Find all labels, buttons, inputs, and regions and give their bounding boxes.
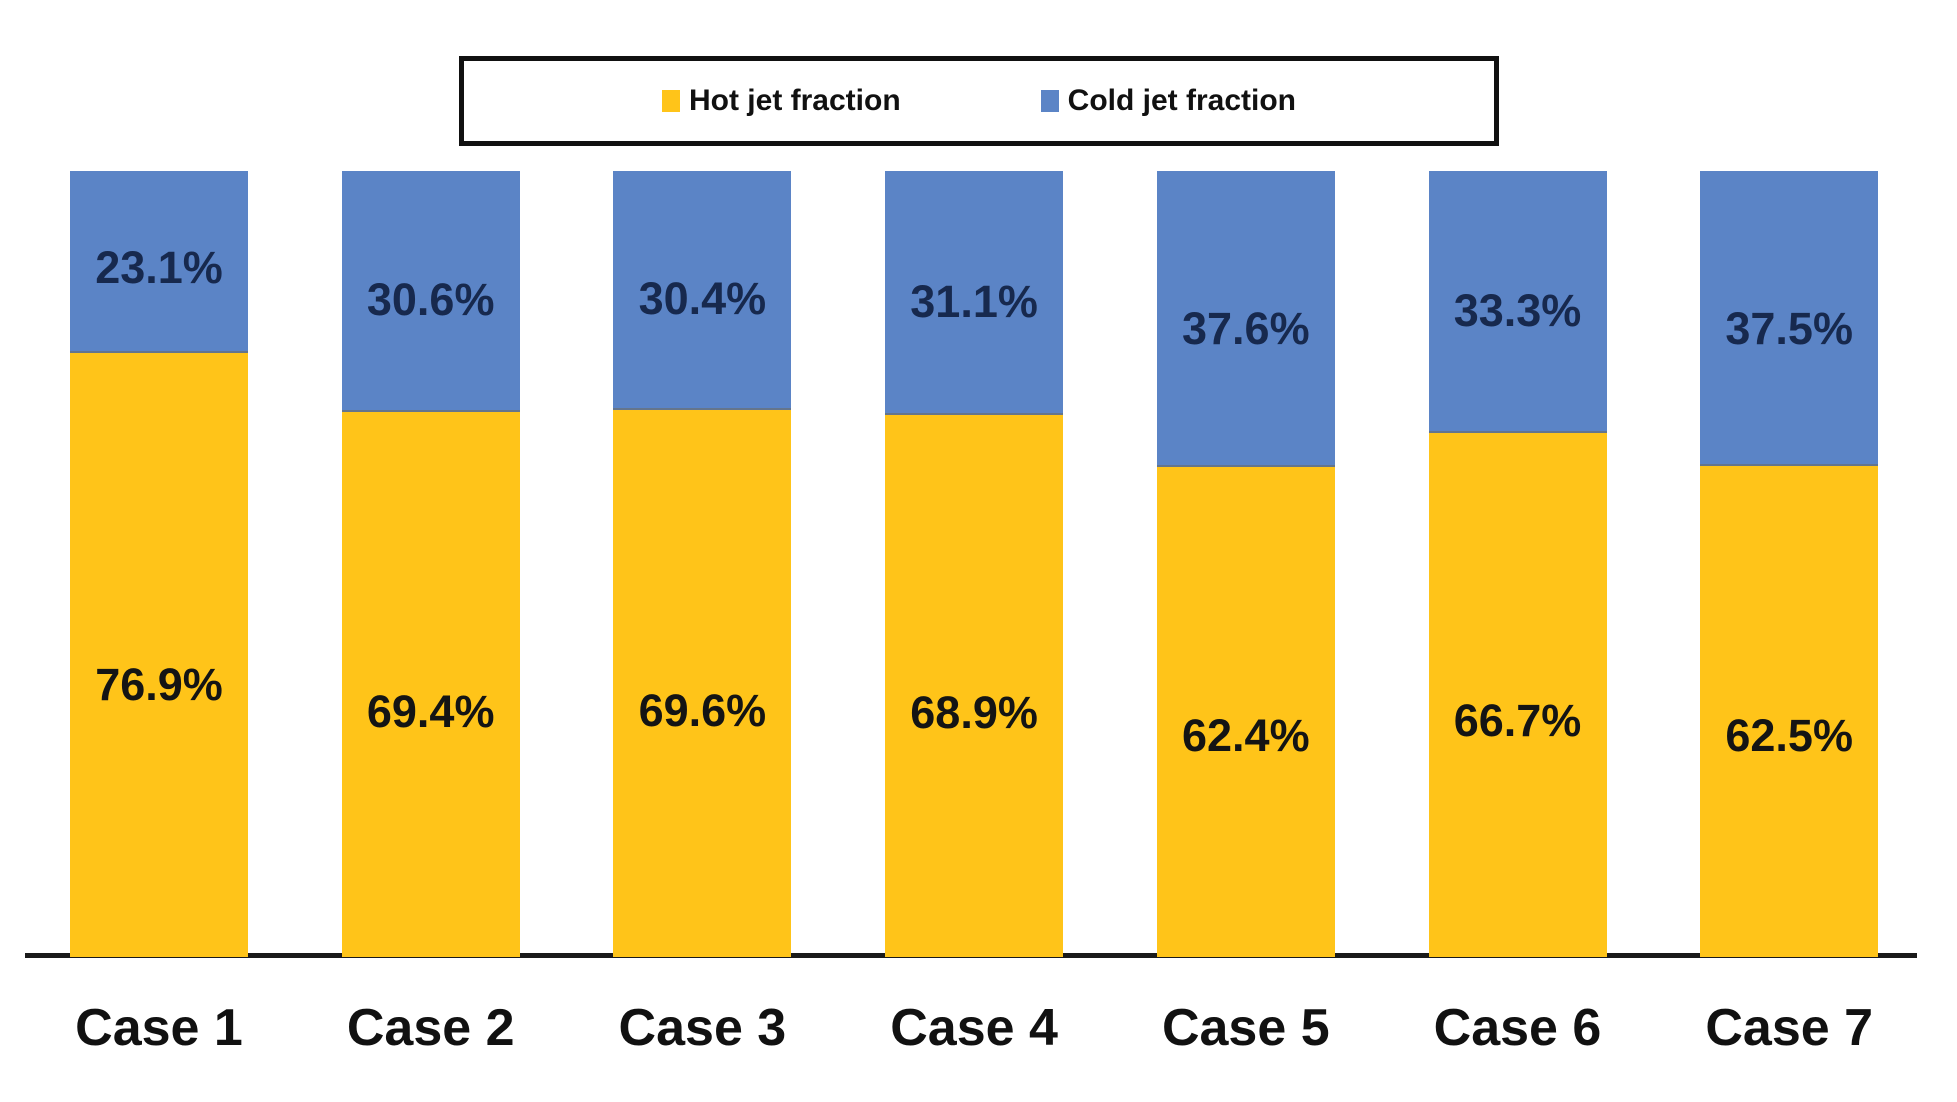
stacked-bar-6: 33.3% 66.7% (1428, 171, 1607, 957)
hot-jet-value-label-5: 62.4% (1181, 710, 1310, 762)
cold-jet-value-label-2: 30.6% (366, 273, 495, 325)
stacked-bar-4: 31.1% 68.9% (885, 171, 1064, 957)
chart-legend: Hot jet fraction Cold jet fraction (459, 56, 1499, 146)
cold-jet-segment-5 (1156, 171, 1335, 467)
hot-jet-value-label-2: 69.4% (366, 685, 495, 737)
legend-label-hot-jet: Hot jet fraction (688, 84, 901, 117)
cold-jet-value-label-1: 23.1% (95, 242, 223, 294)
legend-label-cold-jet: Cold jet fraction (1067, 84, 1296, 117)
hot-jet-segment-3 (613, 409, 792, 957)
x-axis-category-label-1: Case 1 (75, 999, 243, 1057)
stacked-bar-5: 37.6% 62.4% (1156, 171, 1335, 957)
stacked-bar-2: 30.6% 69.4% (341, 171, 520, 957)
hot-jet-value-label-6: 66.7% (1453, 695, 1582, 747)
legend-item-cold-jet: Cold jet fraction (1040, 84, 1296, 118)
legend-item-hot-jet: Hot jet fraction (661, 84, 901, 118)
hot-jet-segment-5 (1156, 466, 1335, 957)
cold-jet-segment-6 (1428, 171, 1607, 433)
hot-jet-segment-6 (1428, 432, 1607, 957)
stacked-bar-1: 23.1% 76.9% (70, 171, 248, 957)
hot-jet-segment-7 (1700, 465, 1879, 957)
hot-jet-value-label-3: 69.6% (638, 684, 767, 736)
hot-jet-value-label-1: 76.9% (95, 659, 223, 710)
cold-jet-value-label-7: 37.5% (1725, 302, 1853, 354)
cold-jet-segment-1 (70, 171, 248, 353)
hot-jet-value-label-7: 62.5% (1725, 709, 1853, 761)
cold-jet-value-label-5: 37.6% (1181, 303, 1310, 355)
x-axis-category-label-3: Case 3 (618, 999, 787, 1057)
hot-jet-value-label-4: 68.9% (910, 687, 1038, 739)
x-axis-category-label-6: Case 6 (1433, 999, 1602, 1057)
cold-jet-value-label-3: 30.4% (638, 272, 767, 324)
x-axis-category-label-2: Case 2 (346, 999, 515, 1057)
cold-jet-value-label-6: 33.3% (1453, 285, 1582, 337)
hot-jet-segment-2 (341, 411, 520, 957)
x-axis-category-label-7: Case 7 (1705, 999, 1874, 1057)
stacked-bar-3: 30.4% 69.6% (613, 171, 792, 957)
hot-jet-segment-4 (885, 415, 1064, 957)
x-axis-category-label-5: Case 5 (1161, 999, 1330, 1057)
cold-jet-segment-7 (1700, 171, 1879, 466)
cold-jet-value-label-4: 31.1% (910, 275, 1038, 327)
cold-jet-segment-2 (341, 171, 520, 412)
cold-jet-segment-3 (613, 171, 792, 410)
hot-jet-color-swatch-icon (661, 90, 680, 112)
cold-jet-color-swatch-icon (1040, 90, 1059, 112)
hot-jet-segment-1 (70, 352, 248, 957)
stacked-bar-7: 37.5% 62.5% (1700, 171, 1879, 957)
cold-jet-segment-4 (885, 171, 1064, 416)
x-axis-category-label-4: Case 4 (890, 999, 1058, 1057)
